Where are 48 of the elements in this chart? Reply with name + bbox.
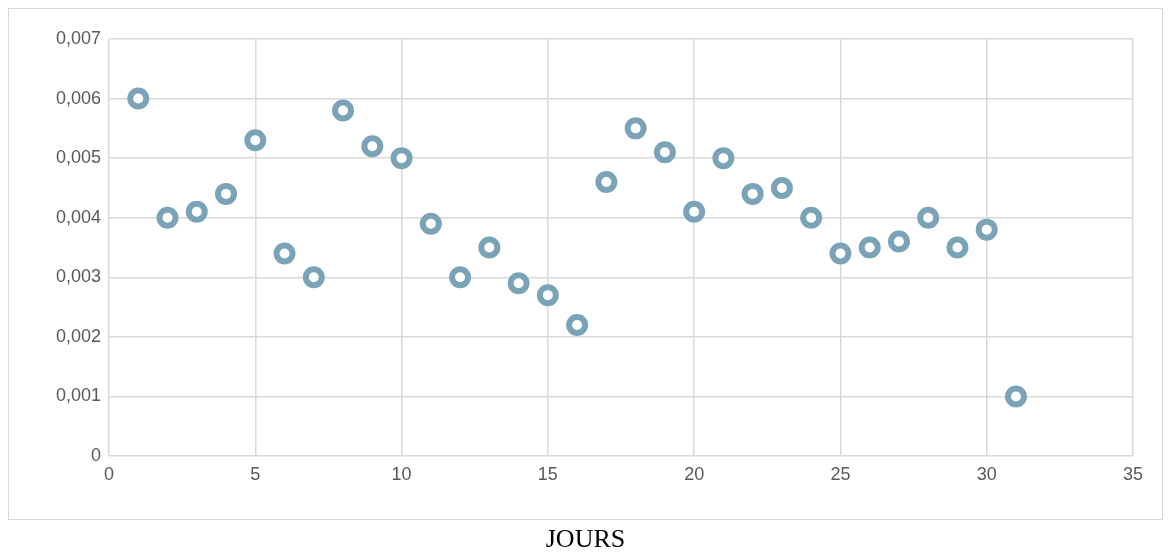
point bbox=[683, 200, 706, 223]
y-tick-label: 0,007 bbox=[55, 27, 101, 48]
point bbox=[770, 176, 793, 199]
point bbox=[946, 236, 969, 259]
point bbox=[332, 99, 355, 122]
y-tick-label: 0,006 bbox=[55, 87, 101, 108]
point bbox=[1004, 385, 1027, 408]
y-tick-label: 0,001 bbox=[55, 385, 101, 406]
x-tick-label: 15 bbox=[537, 463, 558, 484]
point bbox=[858, 236, 881, 259]
point bbox=[127, 87, 150, 110]
point bbox=[244, 129, 267, 152]
x-tick-label: 25 bbox=[830, 463, 851, 484]
point bbox=[156, 206, 179, 229]
point bbox=[419, 212, 442, 235]
point bbox=[449, 266, 472, 289]
y-tick-label: 0,003 bbox=[55, 266, 101, 287]
x-tick-label: 20 bbox=[684, 463, 705, 484]
point bbox=[302, 266, 325, 289]
point bbox=[917, 206, 940, 229]
y-tick-label: 0,005 bbox=[55, 147, 101, 168]
point bbox=[273, 242, 296, 265]
y-tick-label: 0,002 bbox=[55, 325, 101, 346]
point bbox=[975, 218, 998, 241]
point bbox=[185, 200, 208, 223]
x-tick-label: 35 bbox=[1122, 463, 1144, 484]
point bbox=[478, 236, 501, 259]
x-tick-label: 30 bbox=[976, 463, 997, 484]
y-tick-label: 0,004 bbox=[55, 206, 101, 227]
point bbox=[566, 313, 589, 336]
point bbox=[361, 135, 384, 158]
point bbox=[507, 272, 530, 295]
y-tick-label: 0 bbox=[90, 444, 101, 465]
point bbox=[215, 182, 238, 205]
point bbox=[624, 117, 647, 140]
point bbox=[829, 242, 852, 265]
x-tick-label: 0 bbox=[103, 463, 115, 484]
point bbox=[741, 182, 764, 205]
point bbox=[595, 170, 618, 193]
point bbox=[536, 284, 559, 307]
point bbox=[653, 141, 676, 164]
x-tick-label: 10 bbox=[391, 463, 412, 484]
point bbox=[887, 230, 910, 253]
x-tick-label: 5 bbox=[250, 463, 261, 484]
point bbox=[800, 206, 823, 229]
point bbox=[390, 147, 413, 170]
point bbox=[712, 147, 735, 170]
x-axis-title: JOURS bbox=[544, 524, 627, 552]
